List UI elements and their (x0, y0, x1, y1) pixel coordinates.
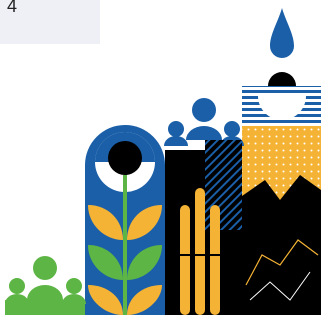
head (66, 278, 82, 294)
body (27, 285, 63, 300)
head (9, 278, 25, 294)
head (168, 121, 184, 137)
sun (268, 72, 296, 86)
stem (123, 175, 127, 315)
bar (180, 205, 190, 315)
illustration (0, 0, 321, 315)
drop (270, 8, 294, 58)
body (186, 126, 222, 140)
head (33, 256, 57, 280)
head (224, 121, 240, 137)
head (192, 98, 216, 122)
body (164, 136, 188, 146)
pupil (108, 141, 142, 175)
screenshot: 4 (0, 0, 321, 315)
bar (210, 205, 220, 315)
base (5, 300, 85, 315)
bar (195, 188, 205, 315)
